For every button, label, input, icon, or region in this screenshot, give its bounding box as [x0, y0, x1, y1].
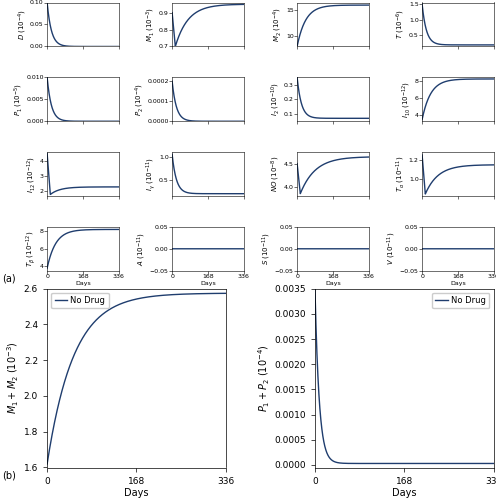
No Drug [487, 460, 493, 466]
No Drug [491, 460, 496, 466]
No Drug [53, 412, 59, 418]
No Drug [394, 460, 400, 466]
No Drug [399, 460, 405, 466]
No Drug [131, 296, 137, 302]
Y-axis label: $M_2$ ($10^{-4}$): $M_2$ ($10^{-4}$) [272, 7, 285, 42]
Y-axis label: $T_\alpha$ ($10^{-11}$): $T_\alpha$ ($10^{-11}$) [395, 156, 407, 192]
Y-axis label: $P_1 + P_2$ ($10^{-4}$): $P_1 + P_2$ ($10^{-4}$) [256, 344, 271, 412]
Text: (a): (a) [2, 274, 16, 283]
No Drug [321, 440, 327, 446]
X-axis label: Days: Days [392, 488, 417, 498]
Y-axis label: $T$ ($10^{-6}$): $T$ ($10^{-6}$) [395, 10, 408, 40]
No Drug [312, 286, 318, 292]
Y-axis label: $V$ ($10^{-11}$): $V$ ($10^{-11}$) [386, 232, 398, 266]
Y-axis label: $P_2$ ($10^{-4}$): $P_2$ ($10^{-4}$) [133, 82, 146, 116]
No Drug [44, 461, 50, 467]
Y-axis label: $I_\gamma$ ($10^{-11}$): $I_\gamma$ ($10^{-11}$) [144, 157, 158, 191]
No Drug [218, 290, 224, 296]
Y-axis label: $P_1$ ($10^{-5}$): $P_1$ ($10^{-5}$) [12, 82, 25, 116]
X-axis label: Days: Days [325, 280, 341, 285]
Legend: No Drug: No Drug [432, 293, 490, 308]
Y-axis label: $I_2$ ($10^{-10}$): $I_2$ ($10^{-10}$) [270, 82, 282, 116]
Legend: No Drug: No Drug [51, 293, 109, 308]
Line: No Drug: No Drug [47, 294, 226, 464]
No Drug [452, 460, 458, 466]
Y-axis label: $I_{10}$ ($10^{-12}$): $I_{10}$ ($10^{-12}$) [401, 80, 413, 118]
No Drug [485, 460, 491, 466]
No Drug [185, 291, 190, 297]
Y-axis label: $D$ ($10^{-4}$): $D$ ($10^{-4}$) [16, 9, 29, 40]
Y-axis label: $S$ ($10^{-11}$): $S$ ($10^{-11}$) [261, 232, 273, 266]
Text: (b): (b) [2, 470, 16, 480]
X-axis label: Days: Days [75, 280, 91, 285]
Y-axis label: $I_{12}$ ($10^{-12}$): $I_{12}$ ($10^{-12}$) [26, 156, 38, 192]
Y-axis label: $T_\beta$ ($10^{-12}$): $T_\beta$ ($10^{-12}$) [25, 230, 38, 267]
Line: No Drug: No Drug [315, 288, 494, 464]
No Drug [126, 298, 132, 304]
Y-axis label: $A$ ($10^{-11}$): $A$ ($10^{-11}$) [136, 232, 148, 266]
No Drug [223, 290, 229, 296]
X-axis label: Days: Days [124, 488, 149, 498]
Y-axis label: $NO$ ($10^{-8}$): $NO$ ($10^{-8}$) [270, 156, 282, 192]
No Drug [217, 290, 223, 296]
X-axis label: Days: Days [450, 280, 466, 285]
Y-axis label: $M_1$ ($10^{-3}$): $M_1$ ($10^{-3}$) [145, 7, 157, 42]
Y-axis label: $M_1 + M_2$ ($10^{-3}$): $M_1 + M_2$ ($10^{-3}$) [5, 342, 21, 414]
X-axis label: Days: Days [200, 280, 216, 285]
No Drug [486, 460, 492, 466]
